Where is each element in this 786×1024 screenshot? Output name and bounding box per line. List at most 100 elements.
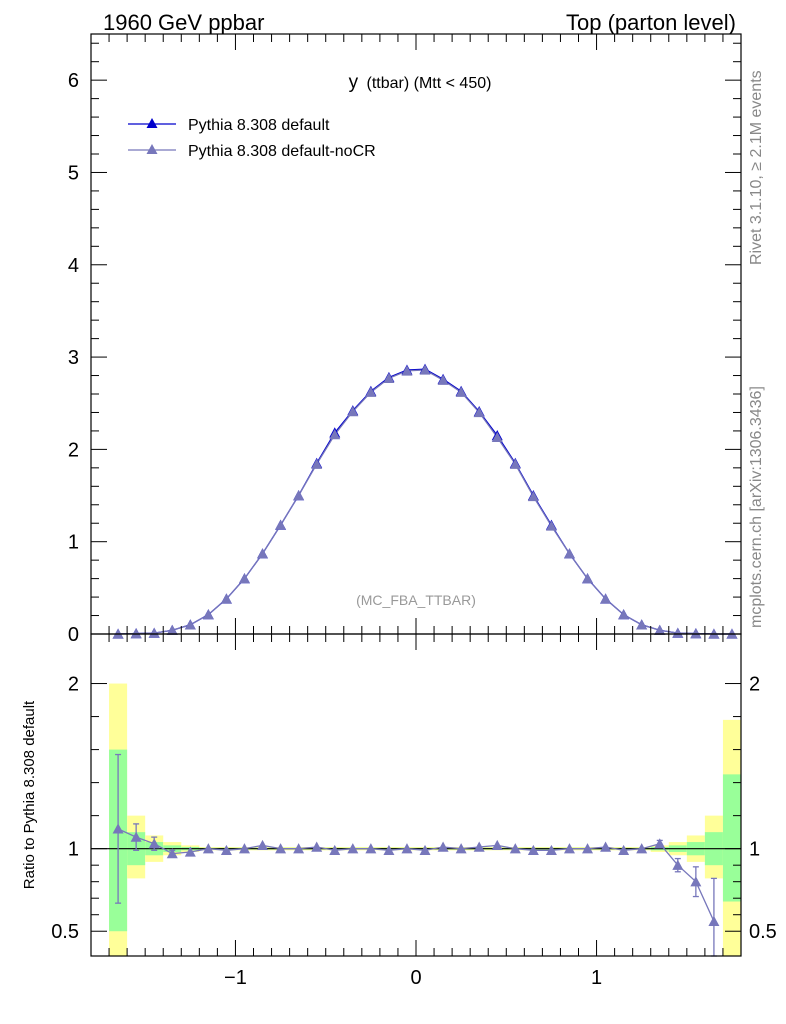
main-marker-s1	[455, 386, 467, 397]
main-ytick-label: 2	[68, 439, 79, 461]
ratio-marker	[636, 843, 648, 854]
ratio-ytick-label: 0.5	[51, 921, 79, 943]
main-ytick-label: 6	[68, 70, 79, 92]
main-marker-s1	[383, 372, 395, 383]
main-marker-s1	[329, 429, 341, 440]
main-marker-s1	[401, 365, 413, 376]
main-marker-s1	[618, 609, 630, 620]
ratio-marker	[401, 843, 413, 854]
side-text-rivet: Rivet 3.1.10, ≥ 2.1M events	[748, 70, 765, 265]
ratio-marker	[473, 841, 485, 852]
ratio-marker	[563, 843, 575, 854]
ratio-marker	[509, 843, 521, 854]
main-plot-title-var: y	[349, 72, 359, 93]
main-ytick-label: 3	[68, 347, 79, 369]
ratio-plot-frame	[90, 633, 742, 957]
ratio-marker	[708, 915, 720, 926]
ratio-marker	[419, 844, 431, 855]
ratio-plot: 0.5 0.5 1 1 2 2 −1 0 1 Ratio to Pythia 8.308 def…	[21, 633, 777, 989]
header-left: 1960 GeV ppbar	[103, 10, 264, 35]
ratio-marker	[347, 843, 359, 854]
ratio-marker	[491, 839, 503, 851]
main-marker-s1	[672, 627, 684, 638]
ratio-marker	[329, 844, 341, 855]
main-ytick-label: 5	[68, 162, 79, 184]
ratio-marker	[275, 843, 287, 854]
ratio-xtick-label: 1	[591, 967, 602, 989]
main-plot: 0 1 2 3 4 5 6 (MC_FBA_TTBAR) y (ttbar) (Mtt < …	[68, 33, 742, 646]
ratio-marker	[166, 848, 178, 859]
ratio-marker	[202, 843, 214, 854]
main-marker-s1	[311, 458, 323, 469]
ratio-marker	[311, 841, 323, 852]
ratio-marker	[455, 843, 467, 854]
ratio-marker	[600, 841, 612, 852]
ratio-ytick-label: 2	[68, 674, 79, 696]
main-marker-s1	[202, 609, 214, 620]
main-marker-s1	[545, 520, 557, 531]
main-marker-s1	[636, 619, 648, 630]
main-marker-s1	[238, 573, 250, 584]
watermark: (MC_FBA_TTBAR)	[356, 592, 476, 608]
legend-marker-default	[146, 118, 158, 128]
main-marker-s1	[184, 619, 196, 630]
main-marker-s1	[690, 628, 702, 639]
ratio-xtick-label: 0	[410, 967, 421, 989]
ratio-ytick-label: 1	[68, 839, 79, 861]
ratio-marker	[184, 846, 196, 857]
ratio-ytick-label-right: 2	[749, 674, 760, 696]
main-marker-s1	[130, 628, 142, 639]
ratio-marker	[365, 843, 377, 854]
ratio-ytick-label-right: 0.5	[749, 921, 777, 943]
ratio-marker	[545, 844, 557, 855]
main-marker-s1	[347, 406, 359, 417]
ratio-marker	[672, 859, 684, 870]
ratio-series-line	[117, 828, 715, 922]
main-plot-title: y (ttbar) (Mtt < 450)	[349, 72, 492, 93]
main-marker-s1	[582, 573, 594, 584]
ratio-marker	[527, 844, 539, 855]
main-marker-s1	[419, 364, 431, 375]
ratio-marker	[437, 841, 449, 852]
main-ytick-label: 1	[68, 532, 79, 554]
main-marker-s1	[257, 548, 269, 559]
main-marker-s1	[166, 624, 178, 635]
ratio-marker	[690, 876, 702, 887]
main-marker-s1	[293, 490, 305, 501]
ratio-marker	[618, 844, 630, 855]
main-marker-s1	[654, 624, 666, 635]
main-marker-s1	[527, 490, 539, 502]
ratio-marker	[238, 843, 250, 854]
main-marker-s1	[600, 593, 612, 604]
ratio-marker	[220, 844, 232, 855]
main-marker-s1	[220, 593, 232, 604]
main-marker-s1	[491, 431, 503, 443]
main-marker-s1	[473, 406, 485, 418]
ratio-ytick-label-right: 1	[749, 839, 760, 861]
main-marker-s1	[437, 374, 449, 385]
ratio-plot-data	[91, 683, 741, 957]
ratio-marker	[582, 843, 594, 854]
main-ytick-label: 4	[68, 255, 79, 277]
ratio-marker	[383, 844, 395, 855]
ratio-ylabel: Ratio to Pythia 8.308 default	[21, 700, 38, 889]
legend: Pythia 8.308 default Pythia 8.308 defaul…	[128, 117, 376, 160]
main-marker-s1	[365, 386, 377, 397]
main-plot-data	[112, 363, 738, 639]
main-marker-s1	[275, 519, 287, 530]
ratio-plot-ticks: 0.5 0.5 1 1 2 2 −1 0 1	[51, 634, 777, 989]
main-marker-s1	[148, 627, 160, 638]
ratio-marker	[112, 823, 124, 834]
main-plot-ticks: 0 1 2 3 4 5 6	[68, 34, 741, 646]
ratio-marker	[148, 838, 160, 849]
main-plot-title-sub: (ttbar) (Mtt < 450)	[367, 75, 492, 92]
legend-label-nocr: Pythia 8.308 default-noCR	[188, 143, 376, 160]
ratio-band-inner	[722, 774, 741, 902]
ratio-marker	[130, 831, 142, 842]
main-marker-s1	[563, 548, 575, 559]
side-text-mcplots: mcplots.cern.ch [arXiv:1306.3436]	[748, 386, 765, 628]
ratio-xtick-label: −1	[224, 967, 247, 989]
legend-marker-nocr	[146, 144, 158, 154]
ratio-marker	[654, 838, 666, 849]
